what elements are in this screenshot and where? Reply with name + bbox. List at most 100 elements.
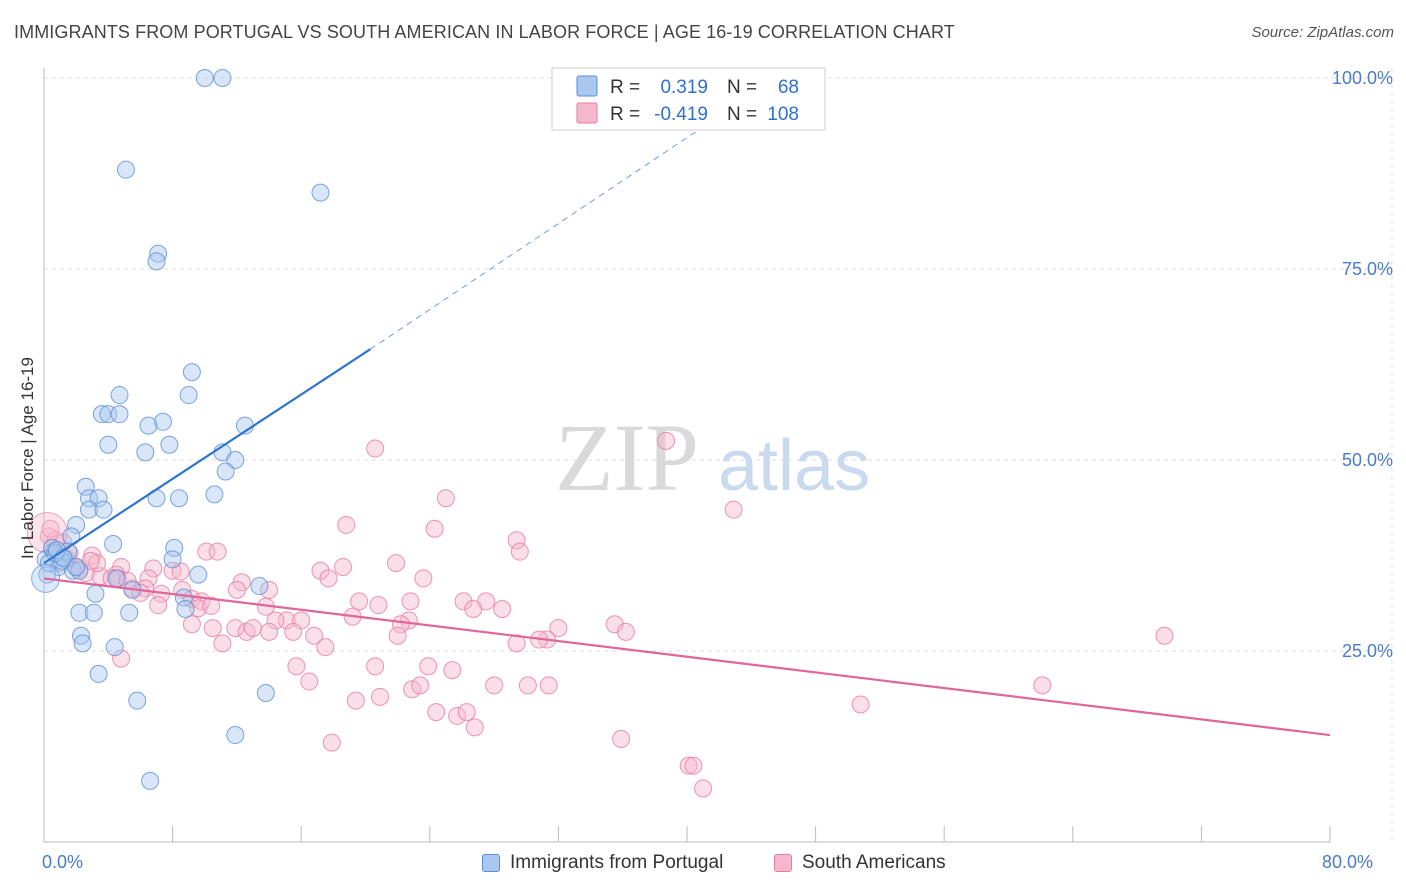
data-point-portugal	[110, 405, 129, 424]
data-point-portugal	[71, 626, 90, 645]
data-point-portugal	[226, 451, 245, 469]
data-point-south-americans	[448, 706, 467, 725]
data-point-portugal	[170, 489, 189, 508]
y-tick-label: 75.0%	[1342, 259, 1393, 279]
data-point-portugal	[73, 634, 92, 653]
data-point-south-americans	[366, 439, 385, 458]
watermark-atlas: atlas	[718, 426, 870, 506]
data-point-south-americans	[612, 729, 631, 748]
legend-r-value: -0.419	[654, 104, 708, 125]
data-point-south-americans	[724, 500, 743, 519]
data-point-portugal	[165, 538, 184, 557]
legend-n-label: N =	[727, 104, 757, 125]
data-point-south-americans	[350, 592, 369, 611]
data-point-portugal	[149, 244, 168, 263]
data-point-south-americans	[319, 569, 338, 588]
data-point-portugal	[141, 771, 160, 790]
data-point-south-americans	[388, 626, 407, 645]
data-point-south-americans	[694, 779, 713, 798]
y-tick-label: 25.0%	[1342, 641, 1393, 661]
data-point-south-americans	[182, 615, 201, 634]
data-point-south-americans	[414, 569, 433, 588]
data-point-south-americans	[366, 657, 385, 676]
data-point-south-americans	[391, 615, 410, 634]
data-point-south-americans	[333, 557, 352, 576]
data-point-south-americans	[387, 554, 406, 573]
data-point-south-americans	[260, 622, 279, 641]
legend-item-portugal: Immigrants from Portugal	[482, 852, 723, 874]
legend-top: R = 0.319 N = 68 R = -0.419 N = 108	[551, 67, 826, 131]
data-point-south-americans	[112, 649, 131, 668]
data-point-portugal	[54, 548, 73, 567]
data-point-portugal	[128, 691, 147, 710]
data-point-south-americans	[266, 611, 285, 630]
data-point-south-americans	[322, 733, 341, 752]
data-point-portugal	[92, 405, 111, 424]
legend-swatch-blue	[482, 854, 500, 872]
data-point-south-americans	[346, 691, 365, 710]
legend-r-label: R =	[610, 77, 640, 98]
data-point-south-americans	[369, 596, 388, 615]
data-point-portugal	[160, 435, 179, 454]
trendline-portugal	[43, 348, 371, 565]
legend-bottom: Immigrants from Portugal South Americans	[0, 852, 1406, 878]
legend-swatch-pink	[576, 102, 598, 124]
data-point-portugal	[67, 515, 86, 534]
data-point-south-americans	[213, 634, 232, 653]
data-point-south-americans	[436, 489, 455, 508]
legend-label: South Americans	[802, 852, 946, 873]
source-label: Source: ZipAtlas.com	[1251, 24, 1394, 41]
data-point-portugal	[205, 485, 224, 504]
data-point-portugal	[189, 565, 208, 584]
data-point-south-americans	[851, 695, 870, 714]
data-point-south-americans	[1155, 626, 1174, 645]
data-point-portugal	[105, 638, 124, 657]
data-point-portugal	[76, 477, 95, 496]
data-point-portugal	[153, 412, 172, 431]
axes	[43, 68, 1331, 843]
data-point-portugal	[311, 183, 330, 202]
legend-item-south-americans: South Americans	[774, 852, 946, 874]
chart-title: IMMIGRANTS FROM PORTUGAL VS SOUTH AMERIC…	[14, 22, 955, 42]
data-point-portugal	[256, 684, 275, 703]
legend-r-value: 0.319	[660, 77, 708, 98]
data-point-south-americans	[337, 515, 356, 534]
trendline-south-americans	[43, 577, 1331, 737]
data-point-portugal	[116, 160, 135, 179]
data-point-portugal	[89, 664, 108, 683]
data-point-portugal	[195, 69, 214, 87]
data-point-south-americans	[507, 634, 526, 653]
data-point-south-americans	[465, 718, 484, 737]
legend-swatch-blue	[576, 75, 598, 97]
y-axis-label: In Labor Force | Age 16-19	[18, 357, 37, 559]
legend-r-label: R =	[610, 104, 640, 125]
legend-swatch-pink	[774, 854, 792, 872]
series-immigrants-from-portugal	[31, 69, 330, 790]
data-point-portugal	[163, 550, 182, 569]
data-point-portugal	[67, 557, 86, 576]
data-point-south-americans	[679, 756, 698, 775]
data-point-south-americans	[149, 596, 168, 615]
series-south-americans	[26, 431, 1174, 798]
data-point-portugal	[147, 252, 166, 271]
data-point-south-americans	[139, 569, 158, 588]
gridlines	[44, 68, 1393, 842]
trendlines	[43, 115, 1331, 737]
y-tick-label: 50.0%	[1342, 450, 1393, 470]
data-point-south-americans	[144, 559, 163, 578]
data-point-portugal	[216, 462, 235, 481]
data-point-south-americans	[284, 622, 303, 641]
data-point-portugal	[176, 599, 195, 618]
data-point-south-americans	[41, 519, 60, 538]
data-point-portugal	[70, 603, 89, 622]
data-point-portugal	[80, 500, 99, 519]
legend-n-value: 108	[767, 104, 799, 125]
data-point-south-americans	[411, 676, 430, 695]
data-point-portugal	[94, 500, 113, 519]
data-point-south-americans	[227, 580, 246, 599]
trendline-portugal-extension	[370, 115, 720, 350]
data-point-south-americans	[539, 676, 558, 695]
data-point-south-americans	[226, 619, 245, 638]
data-point-portugal	[104, 535, 123, 554]
data-point-south-americans	[684, 756, 703, 775]
